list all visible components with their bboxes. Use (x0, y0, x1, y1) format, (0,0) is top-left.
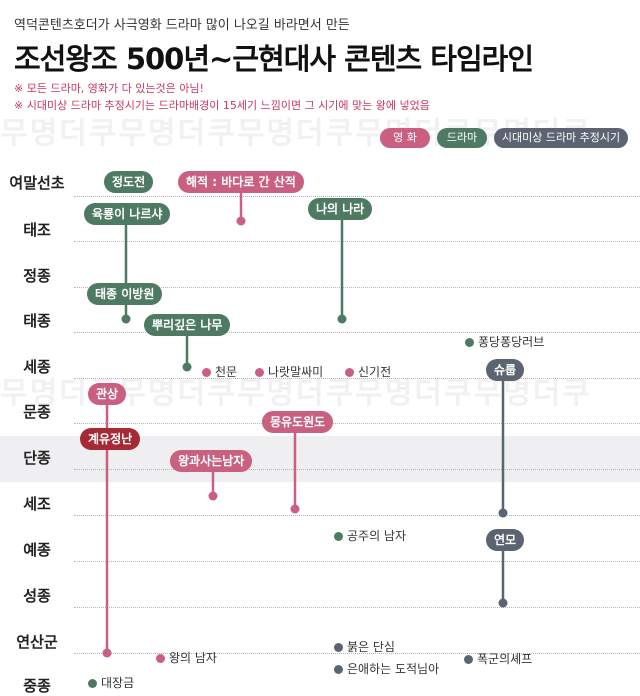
anchor-dot (236, 216, 246, 226)
anchor-dot (498, 508, 508, 518)
row-guide (74, 241, 640, 242)
row-guide (74, 561, 640, 562)
title-taejong-ibangwon: 태종 이방원 (87, 283, 163, 305)
period-dot-icon (334, 665, 343, 674)
movie-dot-icon (255, 368, 264, 377)
row-guide (74, 607, 640, 608)
title-eunae: 은애하는 도적님아 (334, 660, 439, 677)
drama-dot-icon (334, 532, 343, 541)
drama-dot-icon (465, 338, 474, 347)
row-guide (74, 469, 640, 470)
drama-dot-icon (88, 679, 97, 688)
king-label: 태종 (23, 312, 51, 330)
title-ppuri: 뿌리깊은 나무 (144, 314, 231, 336)
row-guide (74, 196, 640, 197)
title-singijeon: 신기전 (345, 363, 391, 380)
king-label: 연산군 (16, 633, 58, 651)
title-yeonmo: 연모 (486, 529, 525, 551)
anchor-dot (208, 491, 218, 501)
title-wanggwa: 왕과사는남자 (170, 450, 253, 472)
row-guide (74, 287, 640, 288)
movie-dot-icon (202, 368, 211, 377)
king-label: 태조 (23, 221, 51, 239)
title-gyeyu: 계유정난 (80, 428, 141, 450)
legend-drama: 드라마 (437, 128, 487, 148)
anchor-dot (102, 648, 112, 658)
period-dot-icon (334, 643, 343, 652)
anchor-dot (337, 314, 347, 324)
title-yukryong: 육룡이 나르샤 (84, 203, 171, 225)
anchor-dot (498, 598, 508, 608)
movie-dot-icon (156, 654, 165, 663)
title-pokgun: 폭군의셰프 (464, 650, 532, 667)
king-label: 여말선초 (9, 174, 65, 192)
period-dot-icon (464, 655, 473, 664)
title-mongyu: 몽유도원도 (262, 411, 334, 433)
king-label: 예종 (23, 541, 51, 559)
title-bulgeun: 붉은 단심 (334, 638, 395, 655)
title-jeongdojeon: 정도전 (104, 171, 154, 193)
title-cheonmun: 천문 (202, 363, 237, 380)
legend-period: 시대미상 드라마 추정시기 (494, 128, 628, 148)
row-guide (74, 423, 640, 424)
king-label: 단종 (23, 449, 51, 467)
note-line: ※ 시대미상 드라마 추정시기는 드라마배경이 15세기 느낌이면 그 시기에 … (14, 99, 430, 112)
title-naratmal: 나랏말싸미 (255, 363, 323, 380)
title-haejeok: 해적 : 바다로 간 산적 (178, 171, 304, 193)
row-guide (74, 653, 640, 654)
title-daejanggeum: 대장금 (88, 674, 134, 691)
anchor-dot (121, 314, 131, 324)
movie-dot-icon (345, 368, 354, 377)
anchor-dot (290, 504, 300, 514)
row-guide (74, 378, 640, 379)
king-label: 성종 (23, 587, 51, 605)
title-naui-nara: 나의 나라 (308, 198, 373, 220)
note-line: ※ 모든 드라마, 영화가 다 있는것은 아님! (14, 82, 204, 95)
king-label: 문종 (23, 403, 51, 421)
anchor-dot (182, 362, 192, 372)
king-label: 정종 (23, 267, 51, 285)
title-pungdang: 퐁당퐁당러브 (465, 333, 544, 350)
subtitle: 역덕콘텐츠호더가 사극영화 드라마 많이 나오길 바라면서 만든 (14, 18, 350, 33)
title-syuryu: 슈룹 (486, 359, 525, 381)
title-gongju: 공주의 남자 (334, 527, 406, 544)
page-title: 조선왕조 500년~근현대사 콘텐츠 타임라인 (14, 42, 534, 76)
king-label: 세조 (23, 495, 51, 513)
title-gwansang: 관상 (88, 383, 127, 405)
watermark: 무명더쿠무명더쿠무명더쿠무명더쿠무명더쿠 (0, 116, 592, 151)
row-guide (74, 332, 640, 333)
title-wangui-namja: 왕의 남자 (156, 649, 217, 666)
king-label: 세종 (23, 358, 51, 376)
legend-movie: 영 화 (380, 128, 430, 148)
row-guide (74, 515, 640, 516)
